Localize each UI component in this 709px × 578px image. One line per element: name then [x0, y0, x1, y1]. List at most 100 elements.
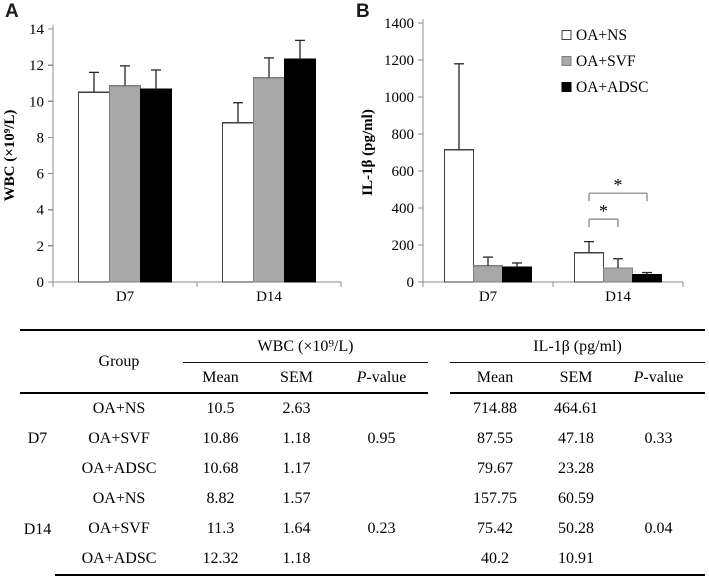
spacer-cell: [428, 454, 450, 484]
y-tick-label: 1200: [384, 53, 414, 69]
bar-OA+NS-D7: [77, 91, 111, 283]
bar-OA+ADSC-D7: [139, 88, 173, 283]
y-axis-title: IL-1β (pg/ml): [360, 109, 376, 196]
x-category-label: D7: [479, 289, 498, 305]
group-name: OA+ADSC: [81, 460, 157, 477]
y-tick-label: 0: [407, 275, 415, 291]
wbc-sem: 1.18: [258, 544, 335, 576]
group-name: OA+SVF: [88, 430, 150, 447]
il1b-mean: 79.67: [477, 460, 514, 477]
spacer-cell: [428, 484, 450, 514]
il1b-pvalue: 0.04: [644, 520, 673, 537]
bar-OA+NS-D14: [573, 252, 605, 283]
il1b-mean: 75.42: [477, 520, 514, 537]
table-body: D7 OA+NS 10.5 2.63 714.88 464.61 OA+SVF 10.86 1.…: [20, 393, 706, 576]
y-tick-label: 10: [29, 94, 44, 110]
panel-b-label: B: [356, 1, 370, 22]
y-tick-label: 1400: [384, 16, 414, 32]
sub-header: Mean: [450, 362, 541, 394]
legend-label-OA+ADSC: OA+ADSC: [576, 79, 648, 96]
sub-header: SEM: [540, 362, 613, 394]
bar-OA+ADSC-D7: [501, 266, 533, 283]
y-tick-label: 8: [37, 130, 45, 146]
sub-header: Mean: [183, 362, 258, 394]
y-tick-label: 14: [29, 22, 45, 38]
bar-OA+SVF-D14: [252, 77, 286, 283]
y-tick-label: 0: [37, 275, 45, 291]
bar-OA+NS-D7: [443, 149, 475, 283]
y-tick-label: 800: [392, 127, 415, 143]
y-axis-title: WBC (×10⁹/L): [2, 110, 18, 202]
il1b-mean: 157.75: [473, 490, 518, 507]
il1b-bar-chart: 0 200 400 600 800 1000 1200 1400 D7 D14 OA+NS OA+SV…: [360, 16, 684, 305]
y-tick-label: 2: [37, 239, 45, 255]
il1b-pvalue: [612, 393, 705, 424]
il1b-sem: 464.61: [554, 400, 599, 417]
y-tick-label: 6: [37, 167, 45, 183]
spacer-cell: [428, 424, 450, 454]
wbc-pvalue: 0.95: [367, 430, 396, 447]
bar-OA+ADSC-D14: [283, 58, 317, 283]
wbc-mean: 8.82: [206, 490, 235, 507]
bar-OA+NS-D14: [221, 121, 255, 283]
bar-OA+ADSC-D14: [631, 273, 663, 283]
bar-OA+SVF-D7: [108, 85, 142, 283]
il1b-sem: 60.59: [558, 490, 595, 507]
il1b-pvalue: 0.33: [644, 430, 673, 447]
corner-cell: [20, 329, 55, 394]
legend-swatch-OA+SVF: [561, 55, 572, 67]
wbc-sem: 2.63: [282, 400, 311, 417]
sub-header: P-value: [612, 362, 706, 394]
wbc-mean: 10.86: [202, 430, 239, 447]
il1b-sem: 47.18: [558, 430, 595, 447]
sig-star: *: [614, 175, 623, 195]
legend-label-OA+SVF: OA+SVF: [576, 53, 636, 70]
stats-table: Group WBC (×10⁹/L) IL-1β (pg/ml) Mean SEM P-v…: [20, 329, 706, 576]
bar-OA+SVF-D14: [602, 267, 634, 283]
p-italic: P: [633, 368, 644, 386]
il1b-mean: 714.88: [473, 400, 518, 417]
bar-OA+SVF-D7: [472, 265, 504, 283]
group-name: OA+NS: [92, 490, 146, 507]
sub-header: P-value: [335, 362, 429, 394]
y-tick-label: 12: [29, 58, 44, 74]
wbc-bar-chart: 0 2 4 6 8 10 12 14 D7 D14 WBC (×10⁹/L): [2, 22, 342, 305]
sub-header: SEM: [258, 362, 335, 394]
wbc-pvalue: [335, 393, 428, 424]
spacer-cell: [428, 514, 450, 544]
wbc-pvalue: [335, 454, 428, 484]
wbc-sem: 1.57: [282, 490, 311, 507]
il1b-mean: 40.2: [450, 544, 541, 576]
wbc-group-header: WBC (×10⁹/L): [183, 329, 429, 363]
wbc-sem: 1.18: [282, 430, 311, 447]
group-name: OA+ADSC: [55, 544, 183, 576]
il1b-pvalue: [612, 484, 705, 514]
group-name: OA+SVF: [88, 520, 150, 537]
timepoint-label: D14: [23, 520, 52, 538]
il1b-sem: 50.28: [558, 520, 595, 537]
x-category-label: D14: [605, 289, 631, 305]
spacer-cell: [428, 544, 451, 576]
wbc-pvalue: 0.23: [367, 520, 396, 537]
panel-a-label: A: [5, 1, 19, 22]
il1b-group-header: IL-1β (pg/ml): [450, 329, 706, 363]
wbc-mean: 12.32: [183, 544, 258, 576]
y-tick-label: 600: [392, 164, 415, 180]
group-column-header: Group: [55, 329, 183, 394]
wbc-sem: 1.64: [282, 520, 311, 537]
y-tick-label: 200: [392, 238, 415, 254]
wbc-mean: 11.3: [206, 520, 235, 537]
wbc-sem: 1.17: [282, 460, 311, 477]
spacer-cell: [428, 329, 451, 393]
y-tick-label: 400: [392, 201, 415, 217]
il1b-sem: 23.28: [558, 460, 595, 477]
legend-swatch-OA+ADSC: [561, 81, 572, 93]
wbc-pvalue: [335, 484, 428, 514]
x-category-label: D14: [256, 289, 282, 305]
il1b-sem: 10.91: [540, 544, 613, 576]
wbc-mean: 10.5: [206, 400, 235, 417]
table-head: Group WBC (×10⁹/L) IL-1β (pg/ml) Mean SEM P-v…: [20, 329, 706, 394]
wbc-pvalue: [335, 544, 429, 576]
legend-swatch-OA+NS: [561, 29, 572, 41]
